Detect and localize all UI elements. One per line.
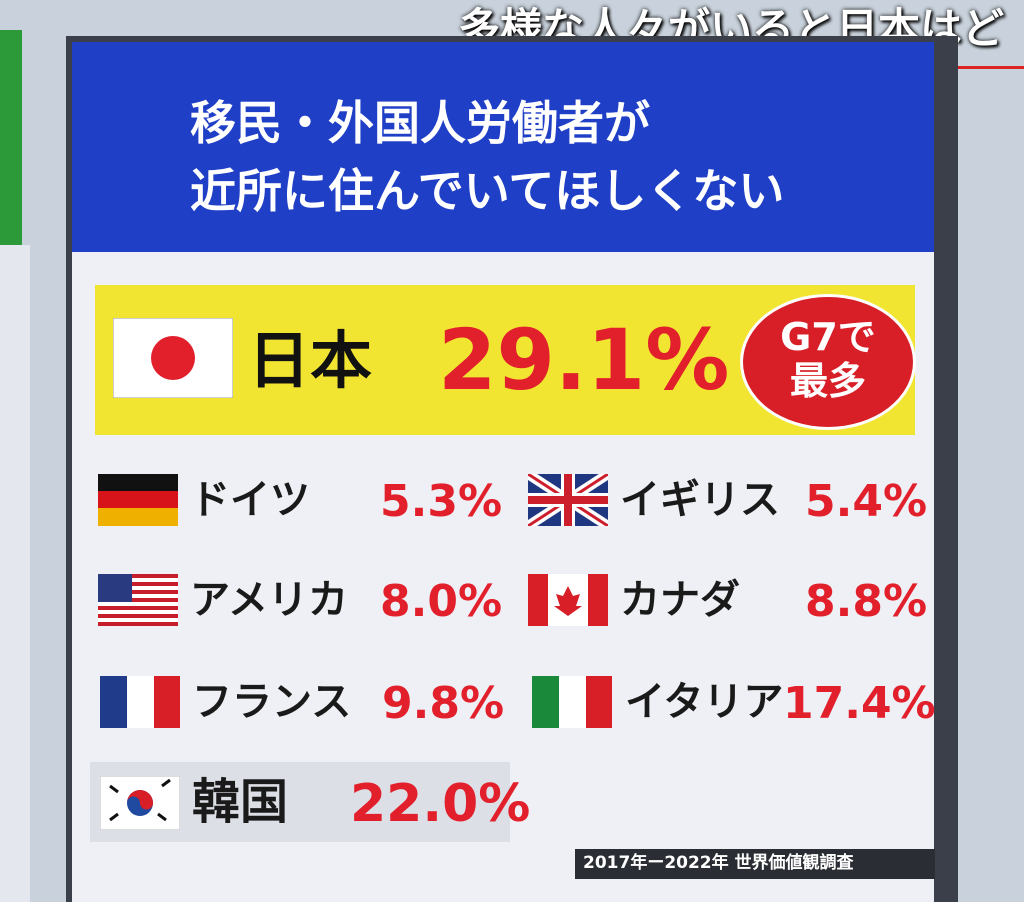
country-value: 5.4%	[805, 476, 928, 527]
country-value: 8.8%	[805, 576, 928, 627]
flag-italy	[532, 676, 612, 728]
flag-germany	[98, 474, 178, 526]
highlight-value: 29.1%	[438, 311, 730, 409]
country-value: 5.3%	[380, 476, 503, 527]
badge	[740, 294, 916, 430]
flag-canada	[528, 574, 608, 626]
country-value: 8.0%	[380, 576, 503, 627]
header	[72, 42, 934, 252]
country-name: ドイツ	[190, 477, 310, 523]
flag-korea	[100, 776, 180, 830]
flag-france	[100, 676, 180, 728]
country-name: イタリア	[625, 679, 784, 725]
flag-uk	[528, 474, 608, 526]
side-panel	[0, 30, 22, 245]
badge-line: 最多	[789, 359, 866, 403]
badge-line: G7で	[780, 315, 876, 359]
highlight-country: 日本	[248, 324, 373, 397]
country-name: 韓国	[192, 774, 289, 830]
country-name: イギリス	[620, 477, 780, 523]
country-name: カナダ	[620, 577, 740, 623]
side-panel	[0, 245, 30, 902]
flag-usa	[98, 574, 178, 626]
header-line: 近所に住んでいてほしくない	[190, 164, 785, 218]
country-value: 22.0%	[350, 774, 531, 834]
source: 2017年ー2022年 世界価値観調査	[583, 853, 854, 873]
country-value: 9.8%	[382, 678, 505, 729]
country-name: アメリカ	[190, 577, 348, 623]
country-name: フランス	[192, 679, 352, 725]
header-line: 移民・外国人労働者が	[190, 96, 650, 150]
source-box	[575, 849, 935, 879]
flag-japan	[113, 318, 233, 398]
country-value: 17.4%	[783, 678, 936, 729]
